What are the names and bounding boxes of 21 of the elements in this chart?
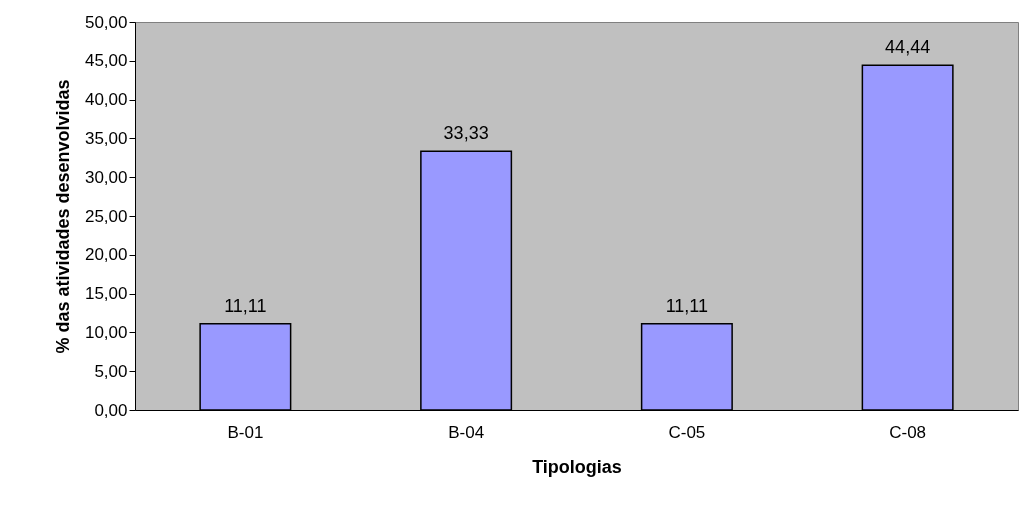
y-tick-label: 50,00 — [84, 12, 128, 32]
y-tick-label: 40,00 — [84, 90, 128, 110]
data-label: 44,44 — [885, 37, 931, 58]
y-tick-label: 5,00 — [94, 361, 128, 381]
y-tick-label: 25,00 — [84, 206, 128, 226]
y-tick-label: 30,00 — [84, 167, 128, 187]
x-tick-label: B-01 — [227, 422, 264, 442]
x-tick-label: C-08 — [889, 422, 927, 442]
y-tick-label: 0,00 — [94, 400, 128, 420]
y-tick-label: 20,00 — [84, 245, 128, 265]
x-axis-title: Tipologias — [532, 456, 622, 477]
y-tick-label: 10,00 — [84, 322, 128, 342]
data-label: 33,33 — [443, 123, 489, 144]
x-tick-label: C-05 — [668, 422, 706, 442]
data-label: 11,11 — [665, 295, 709, 316]
y-tick-label: 35,00 — [84, 128, 128, 148]
y-tick-label: 45,00 — [84, 51, 128, 71]
y-tick-label: 15,00 — [84, 284, 128, 304]
data-label: 11,11 — [224, 295, 267, 316]
x-tick-label: B-04 — [448, 422, 485, 442]
y-axis-title: % das atividades desenvolvidas — [52, 79, 73, 354]
